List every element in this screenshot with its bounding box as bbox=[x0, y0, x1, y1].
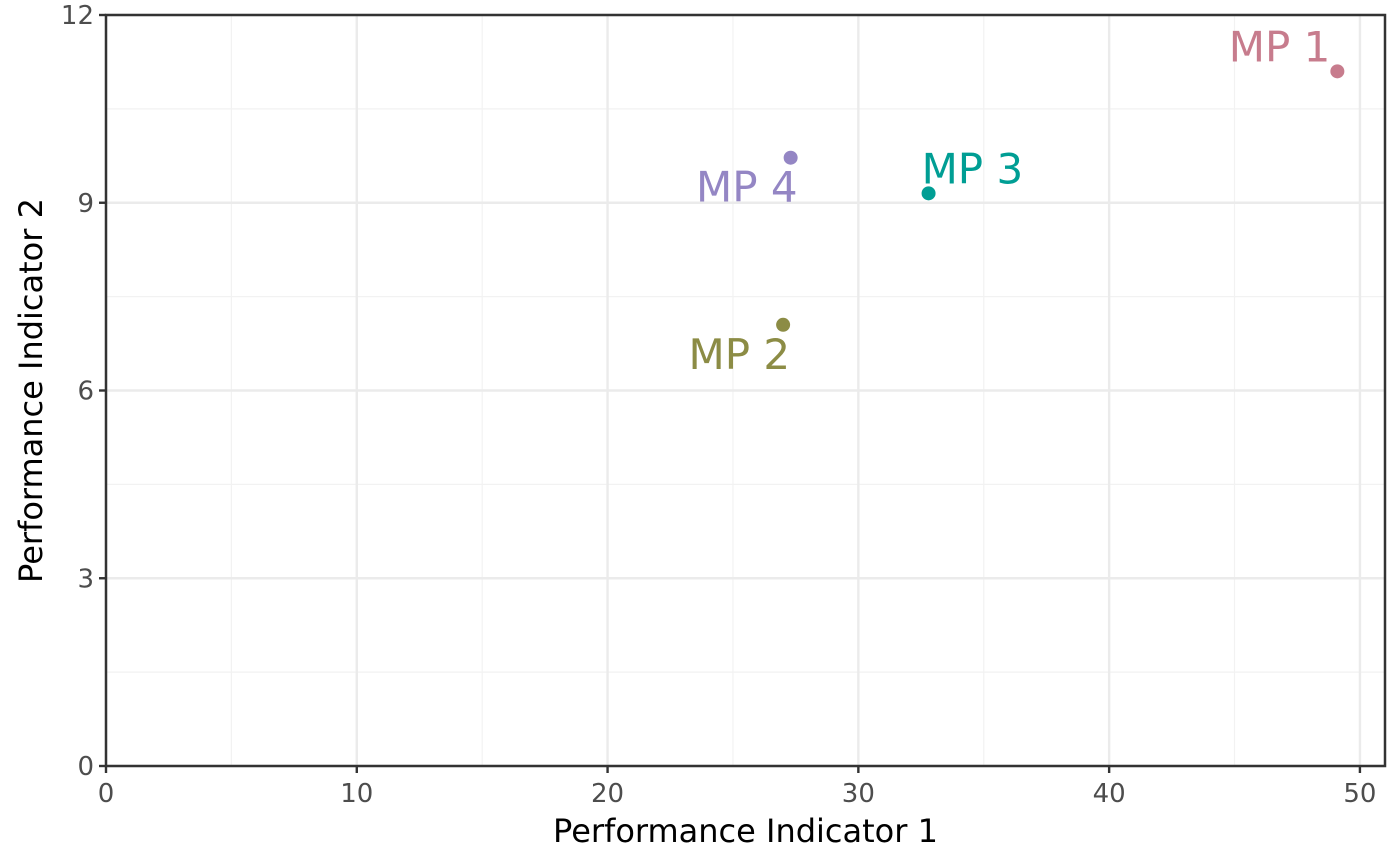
x-tick-label: 20 bbox=[591, 779, 624, 809]
data-point bbox=[1330, 64, 1345, 79]
data-points: MP 1 MP 2 MP 3 MP 4 bbox=[688, 22, 1345, 379]
x-tick-label: 40 bbox=[1093, 779, 1126, 809]
data-point-label: MP 4 bbox=[696, 163, 798, 212]
y-tick-label: 9 bbox=[77, 189, 94, 219]
data-point bbox=[776, 317, 791, 332]
y-axis-title: Performance Indicator 2 bbox=[12, 198, 50, 583]
data-point-label: MP 3 bbox=[922, 144, 1024, 193]
x-axis-ticks: 0 10 20 30 40 50 bbox=[98, 766, 1376, 809]
y-tick-label: 12 bbox=[61, 1, 94, 31]
y-tick-label: 0 bbox=[77, 752, 94, 782]
x-tick-label: 0 bbox=[98, 779, 115, 809]
data-point bbox=[921, 186, 936, 201]
y-tick-label: 6 bbox=[77, 377, 94, 407]
y-tick-label: 3 bbox=[77, 564, 94, 594]
data-point-label: MP 2 bbox=[688, 330, 790, 379]
x-axis-title: Performance Indicator 1 bbox=[553, 812, 938, 850]
x-tick-label: 10 bbox=[340, 779, 373, 809]
y-axis-ticks: 0 3 6 9 12 bbox=[61, 1, 106, 782]
x-tick-label: 50 bbox=[1343, 779, 1376, 809]
data-point bbox=[783, 150, 798, 165]
data-point-label: MP 1 bbox=[1229, 22, 1331, 71]
x-tick-label: 30 bbox=[842, 779, 875, 809]
